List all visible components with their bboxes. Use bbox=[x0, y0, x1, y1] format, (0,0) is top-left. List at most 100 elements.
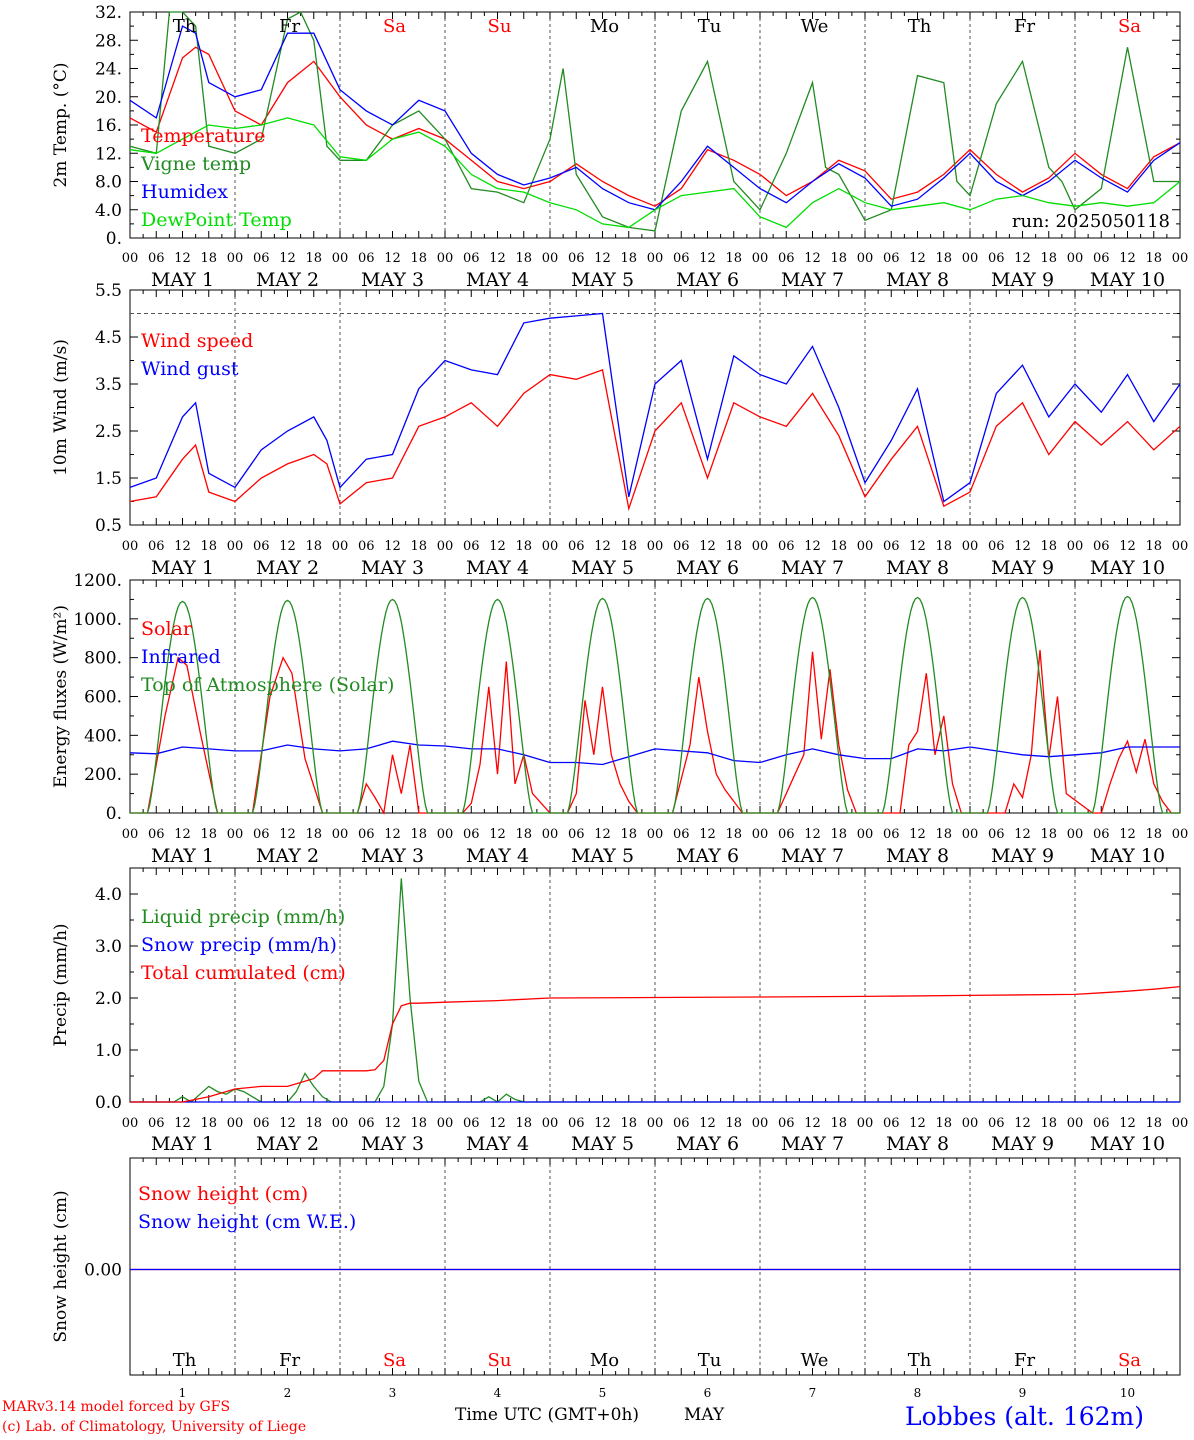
legend-entry: Temperature bbox=[141, 125, 265, 147]
day-name: Sa bbox=[383, 16, 406, 37]
legend-entry: Wind speed bbox=[141, 330, 253, 352]
y-tick-label: 8.0 bbox=[95, 173, 122, 193]
hour-label: 18 bbox=[410, 251, 427, 266]
hour-label: 06 bbox=[883, 251, 900, 266]
hour-label: 12 bbox=[594, 827, 611, 842]
hour-label: 12 bbox=[1014, 1116, 1031, 1131]
hour-label: 06 bbox=[463, 251, 480, 266]
hour-label: 06 bbox=[988, 251, 1005, 266]
hour-label: 06 bbox=[1093, 1116, 1110, 1131]
hour-label: 06 bbox=[673, 827, 690, 842]
date-label: MAY 3 bbox=[361, 269, 424, 291]
hour-label: 00 bbox=[1172, 539, 1189, 554]
date-label: MAY 6 bbox=[676, 557, 739, 579]
date-label: MAY 5 bbox=[571, 557, 634, 579]
hour-label: 00 bbox=[752, 539, 769, 554]
hour-label: 06 bbox=[883, 1116, 900, 1131]
day-number: 4 bbox=[494, 1386, 502, 1400]
hour-label: 18 bbox=[515, 251, 532, 266]
hour-label: 12 bbox=[174, 539, 191, 554]
hour-label: 12 bbox=[909, 251, 926, 266]
date-label: MAY 2 bbox=[256, 269, 319, 291]
hour-label: 18 bbox=[515, 539, 532, 554]
hour-label: 00 bbox=[1067, 1116, 1084, 1131]
date-label: MAY 6 bbox=[676, 269, 739, 291]
hour-label: 18 bbox=[1040, 827, 1057, 842]
hour-label: 12 bbox=[279, 251, 296, 266]
hour-label: 06 bbox=[148, 251, 165, 266]
date-label: MAY 9 bbox=[991, 845, 1054, 867]
hour-label: 00 bbox=[437, 539, 454, 554]
hour-label: 06 bbox=[883, 539, 900, 554]
date-label: MAY 6 bbox=[676, 1133, 739, 1155]
hour-label: 00 bbox=[227, 251, 244, 266]
hour-label: 06 bbox=[358, 539, 375, 554]
legend-entry: Snow height (cm W.E.) bbox=[138, 1211, 356, 1233]
hour-label: 00 bbox=[752, 827, 769, 842]
y-tick-label: 600. bbox=[84, 688, 122, 708]
hour-label: 06 bbox=[568, 251, 585, 266]
date-label: MAY 4 bbox=[466, 1133, 529, 1155]
hour-label: 06 bbox=[1093, 539, 1110, 554]
day-name: Mo bbox=[590, 16, 619, 37]
hour-label: 18 bbox=[935, 827, 952, 842]
hour-label: 12 bbox=[594, 1116, 611, 1131]
hour-label: 12 bbox=[804, 1116, 821, 1131]
series-line-dewpoint-temp bbox=[129, 117, 1181, 229]
panel-3 bbox=[129, 579, 1181, 815]
hour-label: 06 bbox=[568, 539, 585, 554]
hour-label: 00 bbox=[647, 1116, 664, 1131]
hour-label: 06 bbox=[463, 827, 480, 842]
legend-entry: Top of Atmosphere (Solar) bbox=[141, 674, 394, 696]
hour-label: 12 bbox=[174, 251, 191, 266]
series-line-infrared bbox=[129, 740, 1180, 766]
date-label: MAY 8 bbox=[886, 845, 949, 867]
hour-label: 00 bbox=[122, 1116, 139, 1131]
date-label: MAY 5 bbox=[571, 269, 634, 291]
hour-label: 12 bbox=[279, 1116, 296, 1131]
hour-label: 06 bbox=[148, 827, 165, 842]
y-tick-label: 24. bbox=[95, 60, 122, 80]
hour-label: 00 bbox=[437, 827, 454, 842]
hour-label: 06 bbox=[358, 827, 375, 842]
hour-label: 12 bbox=[1119, 251, 1136, 266]
hour-label: 06 bbox=[778, 1116, 795, 1131]
hour-label: 18 bbox=[1145, 251, 1162, 266]
panel-1 bbox=[129, 11, 1181, 239]
hour-label: 18 bbox=[935, 251, 952, 266]
date-label: MAY 4 bbox=[466, 845, 529, 867]
hour-label: 00 bbox=[437, 251, 454, 266]
hour-label: 06 bbox=[253, 251, 270, 266]
date-label: MAY 5 bbox=[571, 845, 634, 867]
day-number: 10 bbox=[1120, 1386, 1135, 1400]
hour-label: 18 bbox=[620, 539, 637, 554]
y-tick-label: 400. bbox=[84, 726, 122, 746]
day-name: Th bbox=[173, 16, 197, 37]
hour-label: 18 bbox=[725, 827, 742, 842]
hour-label: 12 bbox=[489, 539, 506, 554]
y-tick-label: 0. bbox=[106, 804, 122, 824]
hour-label: 00 bbox=[332, 827, 349, 842]
legend-entry: Wind gust bbox=[141, 358, 239, 380]
hour-label: 06 bbox=[253, 539, 270, 554]
hour-label: 12 bbox=[489, 251, 506, 266]
y-tick-label: 5.5 bbox=[95, 281, 122, 301]
hour-label: 18 bbox=[305, 539, 322, 554]
date-label: MAY 7 bbox=[781, 845, 844, 867]
hour-label: 12 bbox=[489, 827, 506, 842]
hour-label: 06 bbox=[253, 827, 270, 842]
day-name: Th bbox=[173, 1350, 197, 1371]
hour-label: 00 bbox=[752, 1116, 769, 1131]
hour-label: 18 bbox=[830, 539, 847, 554]
day-number: 3 bbox=[389, 1386, 397, 1400]
hour-label: 18 bbox=[620, 1116, 637, 1131]
y-tick-label: 0.00 bbox=[84, 1261, 122, 1281]
hour-label: 06 bbox=[778, 827, 795, 842]
hour-label: 06 bbox=[673, 251, 690, 266]
panel-5 bbox=[129, 1157, 1181, 1376]
hour-label: 18 bbox=[515, 1116, 532, 1131]
date-label: MAY 3 bbox=[361, 845, 424, 867]
hour-label: 00 bbox=[122, 539, 139, 554]
series-line-humidex bbox=[129, 25, 1181, 211]
hour-label: 18 bbox=[620, 251, 637, 266]
